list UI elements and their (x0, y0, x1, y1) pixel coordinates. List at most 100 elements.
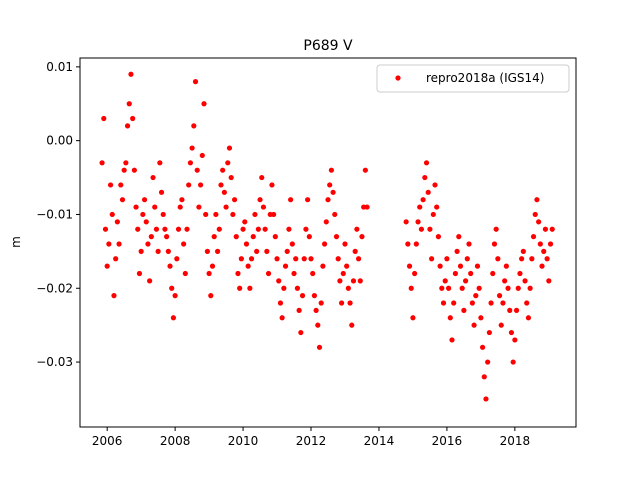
data-point (282, 263, 289, 269)
data-point (496, 293, 503, 299)
data-point (513, 307, 520, 313)
data-point (491, 241, 498, 247)
data-point (442, 278, 448, 284)
data-point (534, 197, 540, 203)
data-point (429, 256, 435, 262)
data-point (502, 278, 508, 284)
data-point (298, 329, 304, 336)
data-point (485, 359, 491, 365)
data-point (536, 219, 542, 225)
data-point (500, 300, 506, 306)
data-point (461, 307, 467, 313)
data-point (498, 322, 504, 328)
data-point (196, 204, 202, 210)
data-point (223, 204, 229, 210)
data-point (181, 241, 187, 247)
data-point (479, 344, 486, 350)
data-point (510, 359, 516, 365)
legend: repro2018a (IGS14) (376, 64, 570, 93)
data-point (233, 234, 239, 240)
data-point (141, 197, 148, 203)
data-point (257, 197, 263, 203)
data-point (486, 329, 492, 336)
data-point (362, 167, 368, 173)
data-point (243, 241, 250, 247)
x-tick-label: 2018 (500, 434, 531, 448)
y-axis: 0.01 0.00 −0.01 −0.02 −0.03 (36, 60, 80, 369)
data-point (446, 285, 452, 291)
data-point (269, 182, 275, 188)
data-point (116, 241, 122, 247)
data-point (148, 234, 154, 240)
data-point (187, 160, 194, 166)
data-point (213, 211, 219, 218)
data-point (333, 234, 340, 240)
data-point (340, 270, 346, 277)
data-point (169, 285, 175, 291)
data-point (323, 219, 329, 225)
data-point (235, 270, 241, 277)
data-point (225, 160, 231, 166)
data-point (165, 248, 171, 254)
data-point (468, 270, 474, 277)
data-point (277, 300, 284, 306)
data-point (172, 293, 178, 299)
data-point (147, 278, 153, 284)
data-point (140, 211, 146, 218)
data-point (423, 160, 430, 166)
y-axis-label: m (9, 236, 23, 248)
data-point (208, 293, 214, 299)
data-point (99, 160, 105, 166)
data-point (322, 241, 328, 247)
data-point (272, 234, 278, 240)
data-point (466, 241, 472, 247)
data-point (113, 256, 119, 262)
data-point (167, 263, 173, 269)
data-point (490, 270, 496, 277)
data-point (425, 189, 431, 195)
x-tick-label: 2006 (92, 434, 123, 448)
data-point (462, 278, 469, 284)
data-point (184, 226, 190, 232)
data-point (106, 241, 112, 247)
data-point (289, 241, 295, 247)
data-point (413, 241, 419, 247)
data-point (260, 204, 267, 210)
data-point (338, 300, 345, 306)
plot-area-frame (79, 57, 577, 428)
data-point (328, 167, 334, 173)
data-point (542, 226, 549, 232)
data-point (449, 337, 455, 343)
data-point (274, 256, 280, 262)
data-point (299, 293, 306, 299)
data-point (242, 219, 248, 225)
data-point (310, 270, 316, 277)
data-point (473, 293, 479, 299)
data-point (330, 189, 336, 195)
x-axis: 2006 2008 2010 2012 2014 2016 2018 (92, 427, 530, 448)
data-point (439, 285, 445, 291)
data-point (102, 226, 109, 232)
data-point (529, 256, 535, 262)
data-point (344, 263, 350, 269)
data-point (454, 248, 460, 254)
data-point (182, 270, 188, 277)
legend-marker (395, 75, 401, 81)
data-point (279, 315, 285, 321)
data-point (437, 263, 443, 269)
data-point (447, 315, 453, 321)
data-point (522, 278, 528, 284)
data-point (118, 182, 124, 188)
data-point (364, 204, 370, 210)
x-tick-label: 2008 (160, 434, 191, 448)
data-point (128, 71, 134, 77)
data-point (164, 234, 170, 240)
y-tick-label: −0.03 (36, 355, 73, 369)
data-point (186, 182, 192, 188)
legend-label: repro2018a (IGS14) (426, 71, 544, 85)
data-point (255, 226, 261, 232)
data-point (160, 211, 166, 218)
data-point (296, 307, 302, 313)
data-point (359, 234, 365, 240)
data-point (476, 285, 482, 291)
